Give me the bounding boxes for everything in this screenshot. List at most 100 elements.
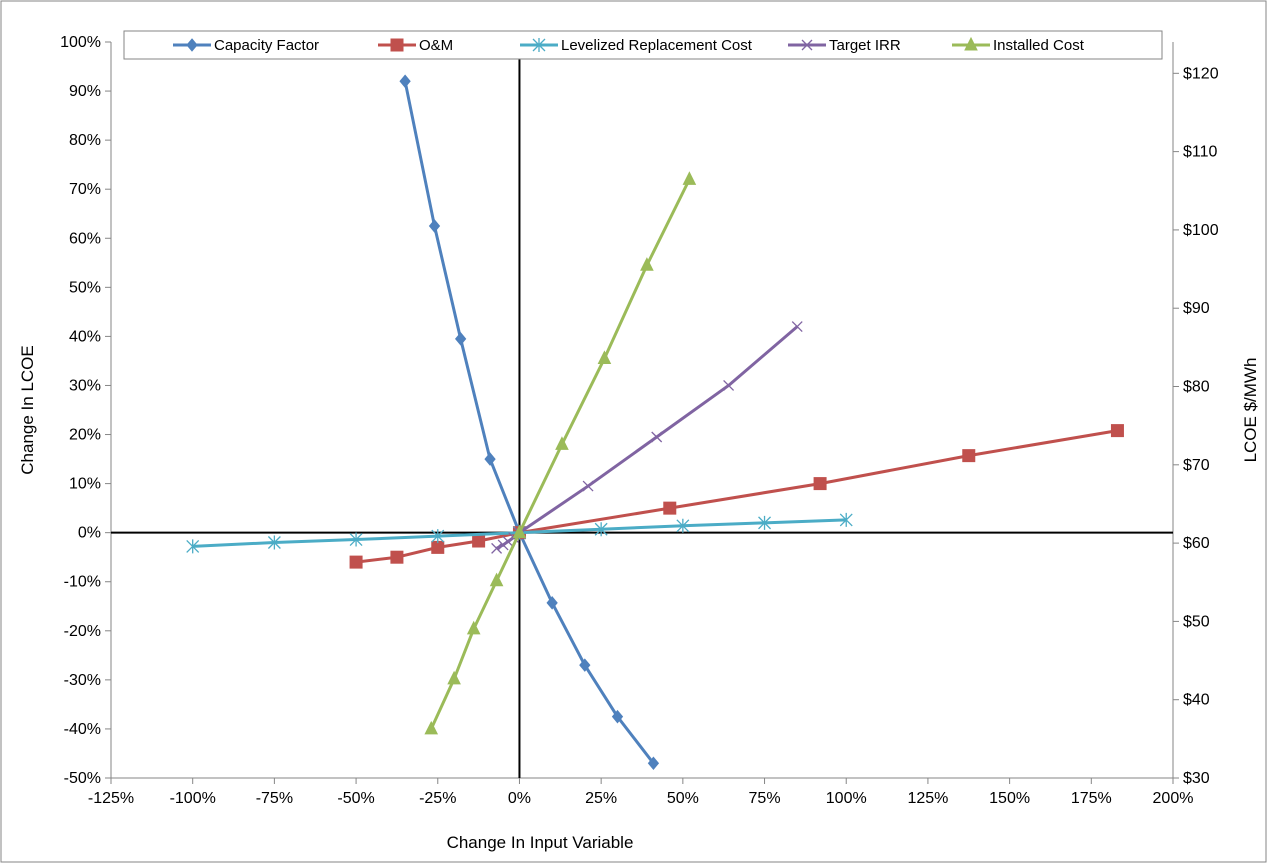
x-tick-label: -125% bbox=[88, 790, 134, 807]
data-point bbox=[497, 539, 509, 551]
data-point bbox=[489, 572, 504, 587]
data-point bbox=[349, 555, 363, 569]
y2-tick-label: $30 bbox=[1183, 770, 1210, 787]
y2-tick-label: $60 bbox=[1183, 535, 1210, 552]
data-point bbox=[582, 480, 594, 492]
data-point bbox=[447, 670, 461, 685]
y-tick-label: 0% bbox=[78, 525, 101, 542]
data-point bbox=[267, 535, 281, 550]
axes-layer: -50% -40% -30% -20% -10% 0% 10% 20% 30% 40% 50% 60%… bbox=[60, 34, 1219, 807]
data-point bbox=[651, 431, 663, 443]
data-point bbox=[472, 534, 486, 548]
data-point bbox=[428, 219, 441, 233]
data-point bbox=[555, 436, 569, 450]
y-tick-label: 60% bbox=[69, 230, 101, 247]
x-tick-label: 50% bbox=[667, 790, 699, 807]
data-point bbox=[431, 529, 445, 544]
legend-label: O&M bbox=[419, 37, 453, 54]
y-tick-label: 20% bbox=[69, 427, 101, 444]
data-point bbox=[491, 542, 503, 554]
y-tick-label: 10% bbox=[69, 476, 101, 493]
x-tick-label: 125% bbox=[907, 790, 948, 807]
y-tick-label: 70% bbox=[69, 181, 101, 198]
data-point bbox=[186, 539, 200, 554]
x-tick-label: -25% bbox=[419, 790, 456, 807]
x-axis-title: Change In Input Variable bbox=[447, 833, 634, 852]
data-point bbox=[484, 452, 496, 466]
legend-label: Installed Cost bbox=[993, 37, 1085, 54]
data-point bbox=[1110, 424, 1124, 438]
legend-marker bbox=[801, 39, 813, 51]
data-point bbox=[663, 501, 677, 515]
data-point bbox=[676, 518, 690, 533]
y-tick-label: -50% bbox=[64, 770, 101, 787]
legend-marker bbox=[964, 36, 978, 51]
x-tick-label: 75% bbox=[749, 790, 781, 807]
data-point bbox=[758, 515, 771, 530]
data-point bbox=[390, 550, 404, 564]
series-layer bbox=[186, 74, 1124, 771]
legend-marker bbox=[532, 38, 546, 52]
data-point bbox=[454, 332, 467, 346]
data-point bbox=[813, 477, 827, 491]
data-point bbox=[466, 620, 481, 635]
data-point bbox=[579, 658, 591, 672]
y-axis-title: Change In LCOE bbox=[18, 345, 37, 474]
y2-tick-label: $40 bbox=[1183, 692, 1210, 709]
data-point bbox=[424, 720, 439, 735]
y-tick-label: 30% bbox=[69, 377, 101, 394]
x-tick-label: 25% bbox=[585, 790, 617, 807]
data-point bbox=[611, 709, 624, 724]
x-tick-label: -100% bbox=[170, 790, 216, 807]
x-tick-label: 200% bbox=[1153, 790, 1194, 807]
y-tick-label: -30% bbox=[64, 672, 101, 689]
legend-marker bbox=[390, 38, 404, 52]
legend-label: Levelized Replacement Cost bbox=[561, 37, 753, 54]
data-point bbox=[431, 540, 445, 554]
data-point bbox=[723, 380, 735, 391]
legend: Capacity Factor O&M Levelized Replacement … bbox=[123, 30, 1163, 60]
x-tick-label: 175% bbox=[1071, 790, 1112, 807]
y-tick-label: 40% bbox=[69, 328, 101, 345]
y2-axis-title: LCOE $/MWh bbox=[1241, 358, 1260, 463]
x-tick-label: 100% bbox=[826, 790, 867, 807]
y2-tick-label: $70 bbox=[1183, 457, 1210, 474]
data-point bbox=[349, 532, 363, 547]
y2-tick-label: $90 bbox=[1183, 300, 1210, 317]
legend-label: Capacity Factor bbox=[214, 37, 319, 54]
data-point bbox=[512, 524, 527, 539]
y2-tick-label: $80 bbox=[1183, 379, 1210, 396]
legend-marker bbox=[186, 38, 198, 52]
x-tick-label: 0% bbox=[508, 790, 531, 807]
data-point bbox=[962, 449, 976, 463]
data-point bbox=[399, 74, 411, 89]
y2-tick-label: $100 bbox=[1183, 222, 1219, 239]
data-point bbox=[647, 756, 660, 771]
y-tick-label: -40% bbox=[64, 721, 101, 738]
y-tick-label: 90% bbox=[69, 83, 101, 100]
x-tick-label: -50% bbox=[337, 790, 374, 807]
x-tick-label: 150% bbox=[989, 790, 1030, 807]
y-tick-label: 100% bbox=[60, 34, 101, 51]
y-tick-label: -20% bbox=[64, 623, 101, 640]
data-point bbox=[594, 522, 608, 537]
y2-tick-label: $110 bbox=[1183, 144, 1218, 161]
data-point bbox=[502, 536, 514, 547]
y-tick-label: 80% bbox=[69, 132, 101, 149]
data-point bbox=[682, 171, 697, 185]
y2-tick-label: $120 bbox=[1183, 65, 1219, 82]
data-point bbox=[839, 512, 853, 527]
data-point bbox=[546, 596, 558, 610]
data-point bbox=[791, 321, 803, 333]
y-tick-label: -10% bbox=[64, 574, 101, 591]
x-tick-label: -75% bbox=[256, 790, 293, 807]
data-point bbox=[597, 350, 612, 364]
y2-tick-label: $50 bbox=[1183, 613, 1210, 630]
series-installed-cost bbox=[424, 171, 697, 735]
data-point bbox=[640, 257, 654, 271]
legend-label: Target IRR bbox=[829, 37, 901, 54]
y-tick-label: 50% bbox=[69, 279, 101, 296]
